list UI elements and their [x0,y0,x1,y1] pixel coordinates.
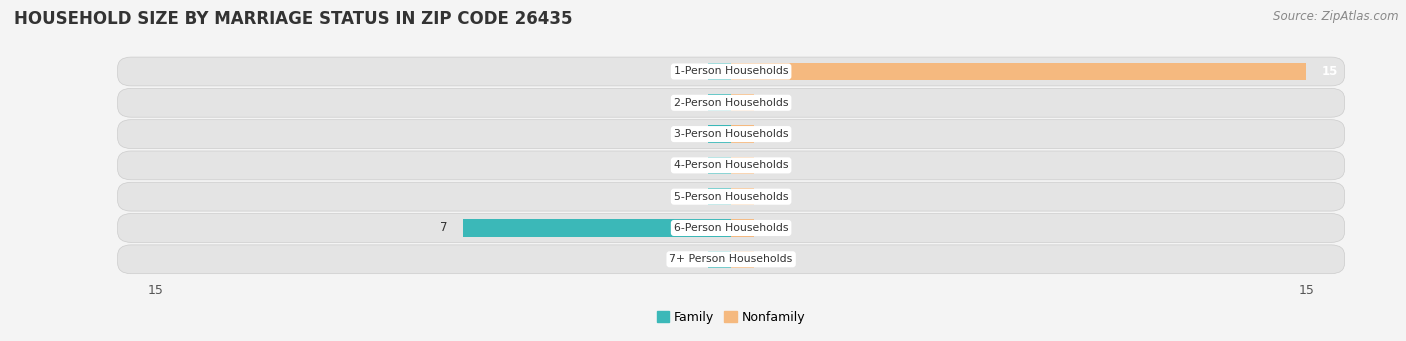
Text: 7: 7 [440,222,447,235]
Text: 4-Person Households: 4-Person Households [673,160,789,170]
Legend: Family, Nonfamily: Family, Nonfamily [657,311,806,324]
Bar [709,251,731,268]
Text: 0: 0 [685,159,693,172]
Text: 0: 0 [769,96,778,109]
Bar [731,94,754,112]
Text: 3-Person Households: 3-Person Households [673,129,789,139]
Text: 0: 0 [769,222,778,235]
Text: 0: 0 [685,253,693,266]
Text: 1-Person Households: 1-Person Households [673,66,789,76]
Bar [731,63,1306,80]
Bar [463,219,731,237]
Bar [709,157,731,174]
Text: 0: 0 [685,96,693,109]
Text: 0: 0 [769,190,778,203]
Text: 6-Person Households: 6-Person Households [673,223,789,233]
Text: 5-Person Households: 5-Person Households [673,192,789,202]
Bar [709,94,731,112]
Bar [709,63,731,80]
Bar [731,157,754,174]
Text: 0: 0 [685,190,693,203]
Text: 0: 0 [685,65,693,78]
Bar [731,125,754,143]
Bar [731,219,754,237]
Bar [731,251,754,268]
FancyBboxPatch shape [118,57,1344,86]
Text: 0: 0 [769,128,778,140]
Text: 7+ Person Households: 7+ Person Households [669,254,793,264]
Text: 0: 0 [769,159,778,172]
Bar [709,188,731,205]
FancyBboxPatch shape [118,182,1344,211]
FancyBboxPatch shape [118,151,1344,180]
FancyBboxPatch shape [118,120,1344,148]
Bar [709,125,731,143]
Text: 0: 0 [685,128,693,140]
Text: 0: 0 [769,253,778,266]
FancyBboxPatch shape [118,88,1344,117]
Text: 15: 15 [1322,65,1339,78]
FancyBboxPatch shape [118,213,1344,242]
Bar [731,188,754,205]
Text: HOUSEHOLD SIZE BY MARRIAGE STATUS IN ZIP CODE 26435: HOUSEHOLD SIZE BY MARRIAGE STATUS IN ZIP… [14,10,572,28]
FancyBboxPatch shape [118,245,1344,274]
Text: Source: ZipAtlas.com: Source: ZipAtlas.com [1274,10,1399,23]
Text: 2-Person Households: 2-Person Households [673,98,789,108]
